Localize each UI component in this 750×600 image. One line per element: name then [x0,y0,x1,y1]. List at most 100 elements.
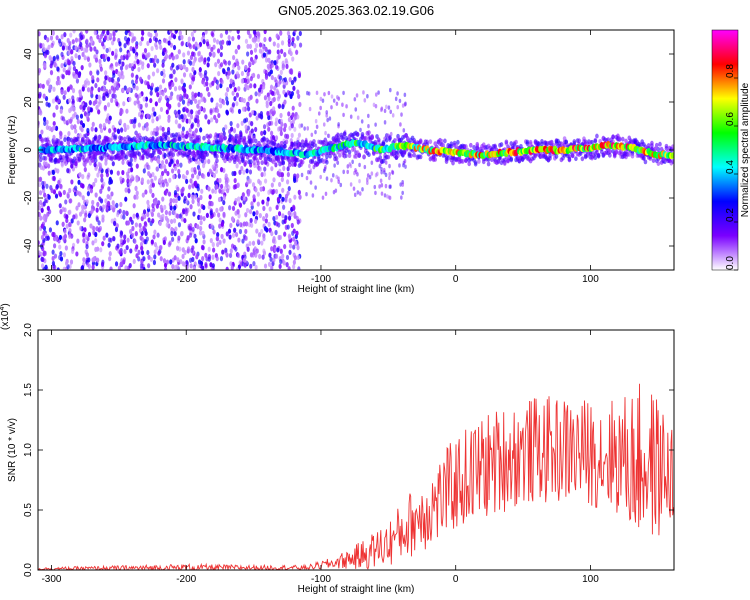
spectrogram-noise-mark [42,201,46,207]
spectrogram-noise-mark [198,208,202,214]
spectrogram-noise-mark [143,221,147,227]
spectrogram-noise-mark [106,193,110,200]
spectrogram-noise-mark [288,77,292,83]
spectrogram-noise-mark [230,216,235,222]
spectrogram-noise-mark [112,207,116,213]
spectrogram-noise-mark [50,42,54,48]
spectrogram-ridge-halo [202,135,206,141]
spectrogram-noise-mark [166,218,170,224]
spectrogram-noise-mark [172,218,177,224]
spectrogram-noise-mark [169,205,173,211]
spectrogram-noise-mark [222,238,226,244]
spectrogram-noise-mark [216,48,221,54]
spectrogram-noise-mark [94,192,98,198]
spectrogram-noise-mark [263,30,267,35]
spectrogram-noise-mark [163,168,167,174]
spectrogram-noise-mark [205,86,210,92]
spectrogram-noise-mark [275,204,279,211]
spectrogram-noise-mark [254,264,258,270]
spectrogram-noise-mark [240,78,245,84]
spectrogram-noise-mark [193,30,197,34]
y-tick-label: 1.5 [23,383,34,397]
colorbar-tick-label: 0.6 [725,112,736,126]
spectrogram-noise-mark [99,66,103,72]
spectrogram-noise-mark [260,228,264,235]
spectrogram-noise-mark [187,58,191,65]
spectrogram-noise-mark [237,86,241,92]
spectrogram-noise-mark [269,100,273,107]
spectrogram-noise-mark [181,253,185,260]
spectrogram-noise-mark [134,222,138,228]
spectrogram-noise-mark [105,47,109,54]
spectrogram-noise-mark [263,130,267,136]
spectrogram-noise-mark [243,65,248,71]
spectrogram-ridge-halo [273,142,277,148]
spectrogram-noise-mark [287,34,291,41]
spectrogram-noise-mark [127,188,131,194]
spectrogram-noise-mark [207,91,211,98]
spectrogram-noise-mark [131,225,135,232]
spectrogram-noise-mark [191,36,196,42]
spectrogram-ridge-halo [118,139,122,145]
spectrogram-ridge-halo [132,151,137,157]
spectrogram-noise-mark [237,213,241,219]
spectrogram-noise-mark [137,66,141,73]
spectrogram-noise-mark [74,214,78,220]
spectrogram-noise-mark [337,179,341,185]
spectrogram-noise-mark [63,90,67,96]
spectrogram-noise-mark [196,186,200,192]
spectrogram-noise-mark [89,223,93,229]
spectrogram-noise-mark [99,205,103,211]
spectrogram-noise-mark [221,67,226,74]
spectrogram-ridge-halo [263,157,268,163]
spectrogram-noise-mark [102,204,106,210]
spectrogram-noise-mark [380,183,384,188]
spectrogram-noise-mark [255,115,259,121]
spectrogram-noise-mark [218,239,222,245]
spectrogram-ridge-halo [614,149,619,155]
spectrogram-noise-mark [98,196,102,202]
spectrogram-noise-mark [188,127,192,133]
spectrogram-noise-mark [388,163,391,169]
spectrogram-noise-mark [285,179,290,185]
spectrogram-noise-mark [314,129,317,135]
spectrogram-noise-mark [114,48,118,54]
spectrogram-ridge-halo [287,158,292,163]
spectrogram-noise-mark [190,51,195,57]
spectrogram-ridge-halo [499,142,504,147]
spectrogram-noise-mark [108,115,112,121]
spectrogram-noise-mark [231,232,236,238]
spectrogram-noise-mark [173,264,177,270]
spectrogram-noise-mark [236,219,240,225]
spectrogram-noise-mark [176,95,180,101]
spectrogram-noise-mark [182,59,186,65]
spectrogram-noise-mark [212,51,216,57]
spectrogram-noise-mark [251,59,255,66]
spectrogram-noise-mark [52,232,56,238]
spectrogram-noise-mark [147,171,151,177]
spectrogram-ridge-halo [648,155,653,161]
spectrogram-noise-mark [212,37,217,43]
spectrogram-noise-mark [246,189,250,195]
spectrogram-noise-mark [68,187,72,194]
spectrogram-noise-mark [363,164,367,170]
spectrogram-noise-mark [242,221,246,227]
spectrogram-noise-mark [231,102,236,108]
spectrogram-noise-mark [66,37,70,44]
spectrogram-noise-mark [166,170,170,177]
spectrogram-noise-mark [284,214,288,221]
spectrogram-noise-mark [229,78,233,84]
spectrogram-noise-mark [82,232,86,238]
spectrogram-noise-mark [120,70,124,76]
spectrogram-ridge-halo [163,136,167,142]
spectrogram-noise-mark [51,249,55,255]
spectrogram-ridge-halo [97,135,101,140]
spectrogram-ridge-halo [236,157,240,163]
spectrogram-noise-mark [273,60,277,66]
spectrogram-noise-mark [281,187,285,193]
spectrogram-noise-mark [131,66,135,72]
spectrogram-noise-mark [201,230,205,237]
spectrogram-noise-mark [366,177,369,182]
spectrogram-noise-mark [172,198,176,204]
spectrogram-noise-mark [42,188,46,194]
